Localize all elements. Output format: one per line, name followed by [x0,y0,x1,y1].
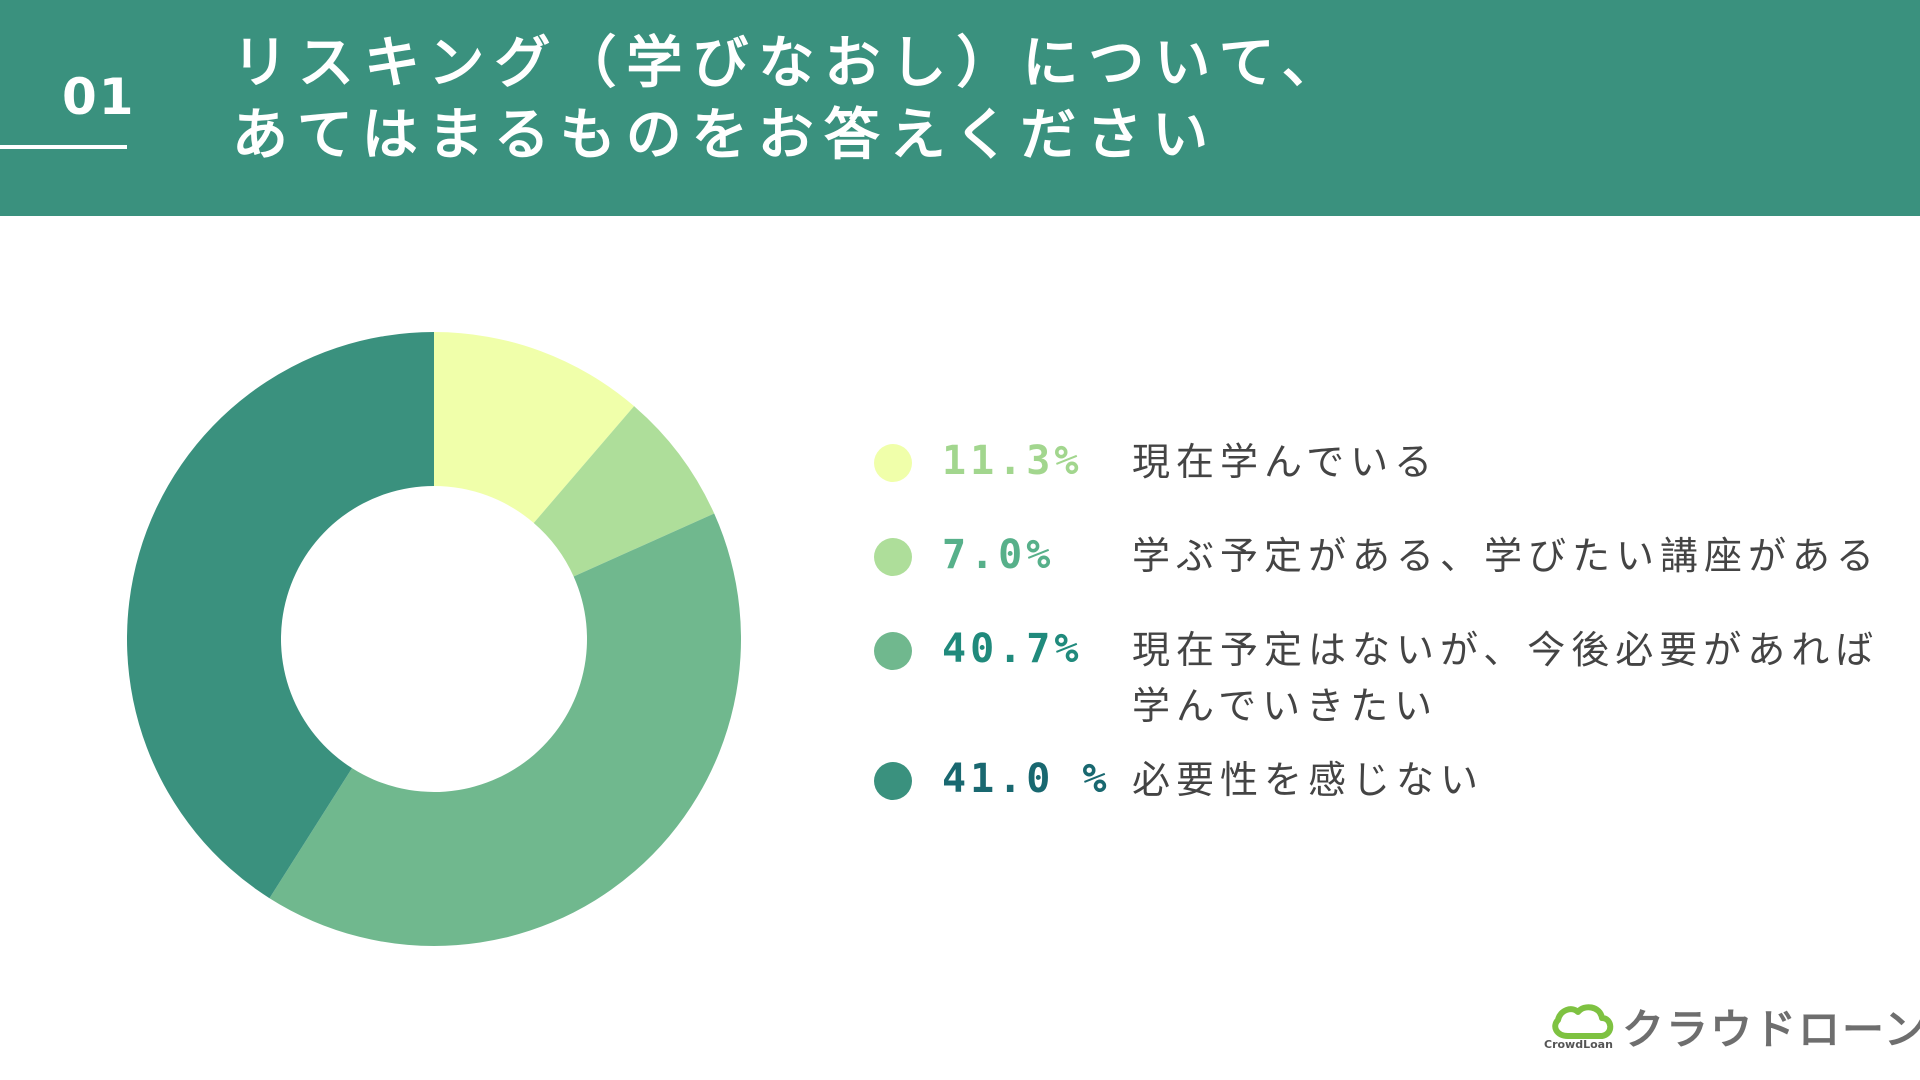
question-number-underline [0,145,127,149]
donut-slice-3 [269,513,741,946]
legend-dot-1 [874,444,912,482]
legend-label-1: 現在学んでいる [1132,434,1438,490]
donut-slice-4 [127,331,434,899]
legend-label-3: 現在予定はないが、今後必要があれば 学んでいきたい [1132,622,1879,734]
legend-dot-2 [874,538,912,576]
legend-label-2: 学ぶ予定がある、学びたい講座がある [1132,528,1880,584]
legend-value-1: 11.3% [942,438,1083,484]
legend-label-4: 必要性を感じない [1132,752,1484,808]
donut-slice-1 [434,332,635,523]
header-banner: 01 リスキング（学びなおし）について、 あてはまるものをお答えください [0,0,1920,216]
legend-value-4: 41.0 % [942,756,1111,802]
question-title-line-1: リスキング（学びなおし）について、 [232,31,1348,96]
donut-slice-2 [533,406,715,577]
brand-subtitle: CrowdLoan [1544,1038,1613,1051]
legend-dot-4 [874,762,912,800]
legend-label-2-line-1: 学ぶ予定がある、学びたい講座がある [1132,534,1881,578]
legend-value-3: 40.7% [942,626,1083,672]
question-number: 01 [62,68,136,126]
brand-logo: クラウドローン CrowdLoan [1540,996,1920,1060]
legend-value-2: 7.0% [942,532,1055,578]
brand-name: クラウドローン [1622,1005,1920,1054]
cloud-icon [1552,1004,1614,1039]
donut-slices [127,331,741,946]
legend-label-4-line-1: 必要性を感じない [1132,758,1485,802]
legend-dot-3 [874,632,912,670]
question-title-line-2: あてはまるものをお答えください [232,103,1219,168]
legend-label-1-line-1: 現在学んでいる [1132,440,1439,484]
question-title: リスキング（学びなおし）について、 あてはまるものをお答えください [232,28,1348,172]
legend-label-3-line-1: 現在予定はないが、今後必要があれば [1132,628,1880,672]
donut-chart [127,331,741,946]
legend-label-3-line-2: 学んでいきたい [1132,684,1439,728]
